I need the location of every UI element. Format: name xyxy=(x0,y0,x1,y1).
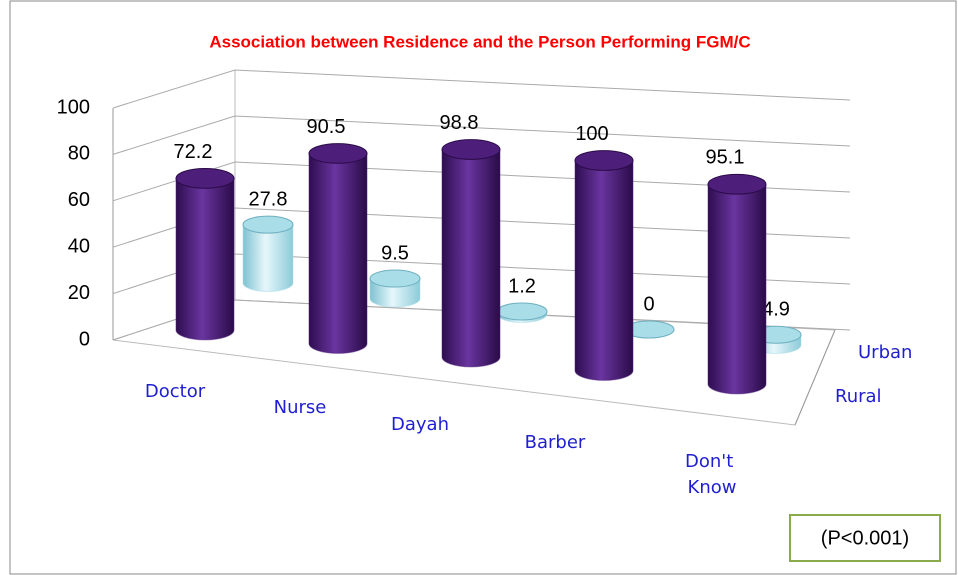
grid-line xyxy=(112,115,851,155)
y-tick-label: 20 xyxy=(68,282,90,304)
data-label: 1.2 xyxy=(508,275,536,297)
data-label: 90.5 xyxy=(307,116,346,138)
cylinder-top xyxy=(441,139,501,160)
x-tick-label: Dayah xyxy=(391,414,449,435)
cylinder xyxy=(308,143,368,354)
cylinder xyxy=(574,150,634,381)
annotation-box xyxy=(789,514,941,562)
cylinder-top xyxy=(369,269,421,288)
data-label: 4.9 xyxy=(762,298,790,320)
data-label: 27.8 xyxy=(249,188,288,210)
data-label: 95.1 xyxy=(706,147,745,169)
grid-line xyxy=(112,253,851,295)
annotation: (P<0.001) xyxy=(821,527,909,549)
grid-line xyxy=(112,161,851,202)
cylinder xyxy=(242,215,294,292)
cylinder xyxy=(707,173,767,395)
y-tick-label: 40 xyxy=(68,235,90,257)
x-tick-label: Barber xyxy=(525,432,586,453)
cylinder-top xyxy=(242,215,294,234)
cylinder xyxy=(369,269,421,308)
y-tick-label: 80 xyxy=(68,143,90,165)
y-tick-label: 60 xyxy=(68,189,90,211)
axis xyxy=(794,329,836,426)
x-tick-label: Doctor xyxy=(145,381,206,402)
cylinder-top xyxy=(175,168,235,189)
data-label: 9.5 xyxy=(381,242,409,264)
cylinder-body xyxy=(441,149,501,368)
depth-label: Urban xyxy=(858,342,912,363)
cylinder-body xyxy=(308,152,368,354)
cylinder-top xyxy=(707,173,767,195)
depth-label: Rural xyxy=(835,386,882,407)
data-label: 0 xyxy=(643,293,654,315)
grid-line xyxy=(112,69,851,109)
y-tick-label: 0 xyxy=(79,328,90,350)
x-tick-label: Nurse xyxy=(274,397,327,418)
cylinder xyxy=(441,139,501,368)
data-label: 98.8 xyxy=(440,112,479,134)
x-tick-label: Don't Know xyxy=(685,451,739,498)
cylinder-body xyxy=(707,183,767,395)
cylinder-top xyxy=(308,143,368,164)
chart-title: Association between Residence and the Pe… xyxy=(209,32,750,51)
cylinder-top xyxy=(496,302,548,321)
cylinder xyxy=(175,168,235,341)
grid-line xyxy=(112,207,851,248)
data-label: 72.2 xyxy=(174,141,213,163)
data-label: 100 xyxy=(575,123,608,145)
cylinder-body xyxy=(175,177,235,341)
cylinder-body xyxy=(574,160,634,381)
cylinder-body xyxy=(242,224,294,292)
cylinder xyxy=(496,302,548,323)
cylinder-top xyxy=(574,150,634,171)
y-tick-label: 100 xyxy=(57,96,90,118)
cylinder xyxy=(623,320,675,339)
grid-line xyxy=(112,299,851,341)
